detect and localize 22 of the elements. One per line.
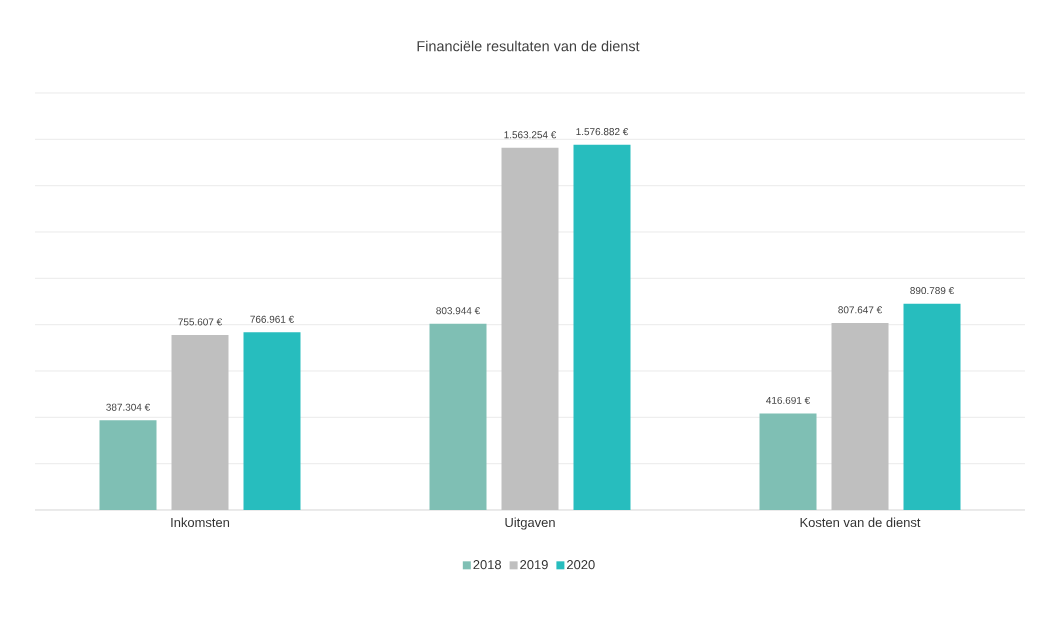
bar <box>759 413 817 510</box>
x-tick-label: Kosten van de dienst <box>800 517 921 528</box>
legend-label: 2018 <box>473 560 502 570</box>
chart-title: Financiële resultaten van de dienst <box>417 40 640 52</box>
data-label: 387.304 € <box>106 403 151 411</box>
bar <box>573 144 631 510</box>
legend-label: 2020 <box>567 560 595 570</box>
bar <box>903 303 961 510</box>
legend-label: 2019 <box>520 560 548 570</box>
x-tick-label: Inkomsten <box>171 517 230 528</box>
data-label: 890.789 € <box>910 287 955 295</box>
data-label: 1.563.254 € <box>504 131 557 139</box>
data-label: 807.647 € <box>838 306 883 314</box>
bar <box>429 323 487 510</box>
data-label: 766.961 € <box>250 315 295 323</box>
data-label: 1.576.882 € <box>576 128 629 136</box>
bar <box>243 332 301 510</box>
data-label: 803.944 € <box>436 307 481 315</box>
data-label: 755.607 € <box>178 318 223 326</box>
x-tick-label: Uitgaven <box>505 517 555 530</box>
data-label: 416.691 € <box>766 396 811 404</box>
bar <box>99 420 157 510</box>
